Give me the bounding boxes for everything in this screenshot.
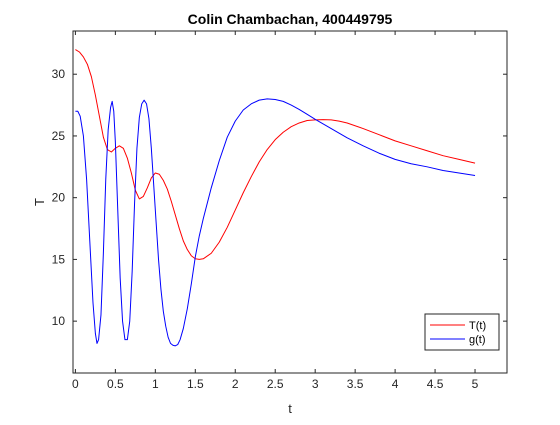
x-tick-label: 3.5 [347,377,364,391]
axes-box [72,30,508,374]
legend-box [424,313,500,351]
series-line-t [75,49,476,260]
x-tick-label: 0.5 [107,377,124,391]
x-tick-label: 3 [312,377,319,391]
x-tick-label: 0 [72,377,79,391]
chart-title: Colin Chambachan, 400449795 [188,11,393,27]
y-tick-label: 20 [52,191,66,205]
y-axis-label: T [32,198,47,206]
x-tick-label: 5 [472,377,479,391]
x-tick-label: 1.5 [187,377,204,391]
y-tick-label: 30 [52,67,66,81]
x-tick-label: 2 [232,377,239,391]
y-tick-label: 10 [52,314,66,328]
x-tick-label: 1 [152,377,159,391]
legend-entry-t: T(t) [469,320,486,332]
x-tick-label: 2.5 [267,377,284,391]
ticks-layer: 0 0.5 1 1.5 2 2.5 3 3.5 4 4.5 5 10 15 20 25 30 [52,31,507,391]
legend-entry-g: g(t) [469,334,486,346]
x-axis-label: t [288,401,292,416]
legend: T(t) g(t) [424,313,500,351]
x-tick-label: 4.5 [427,377,444,391]
y-tick-label: 15 [52,252,66,266]
y-tick-label: 25 [52,129,66,143]
series-line-g [75,98,476,347]
x-tick-label: 4 [392,377,399,391]
series-layer [75,49,476,347]
